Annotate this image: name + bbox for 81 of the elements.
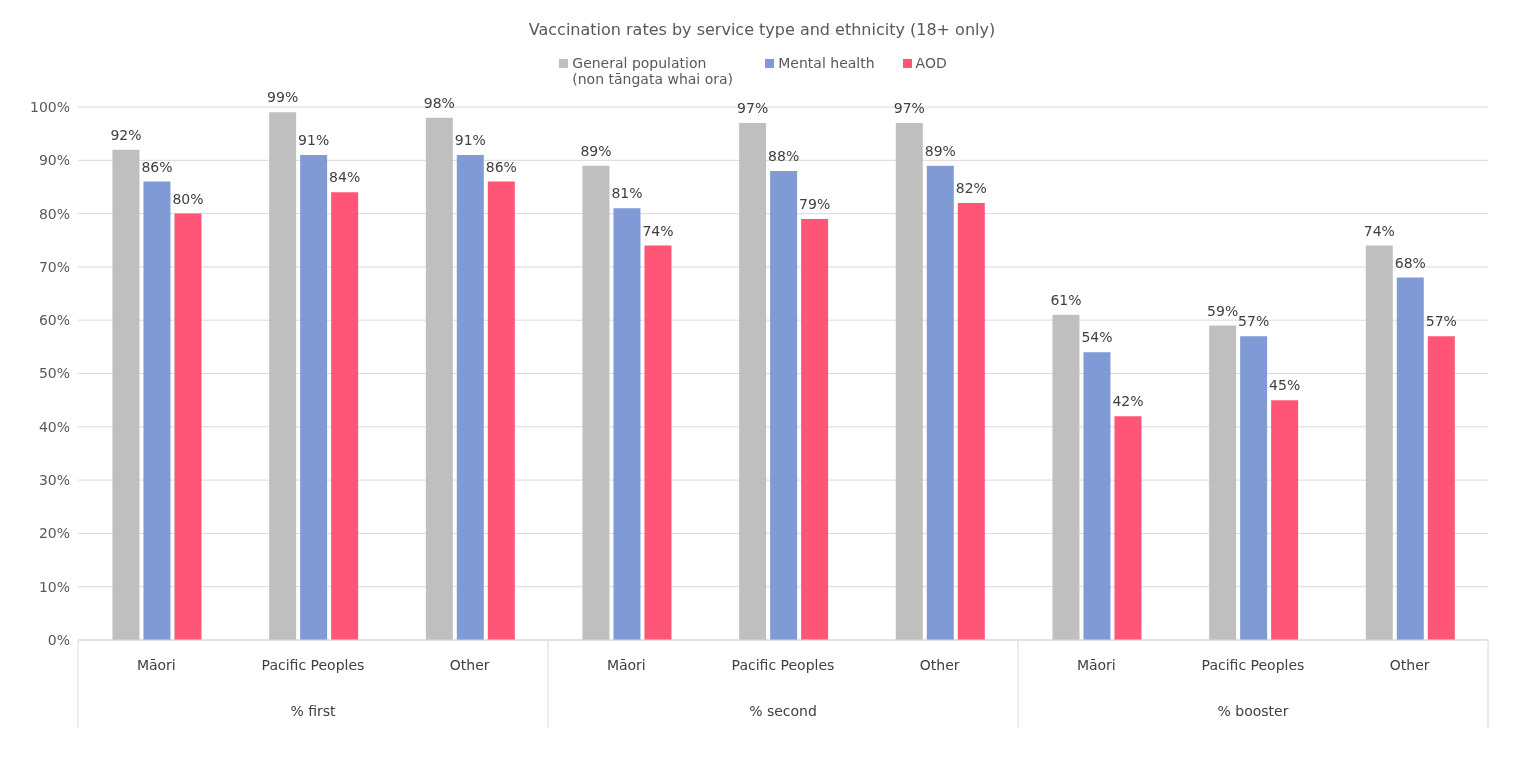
x-tick-label: Other	[919, 657, 960, 673]
bar	[926, 165, 954, 640]
bar	[269, 112, 297, 640]
data-label: 74%	[642, 222, 674, 239]
bar	[1114, 416, 1142, 640]
bar	[1209, 325, 1237, 640]
y-tick-label: 10%	[38, 578, 70, 595]
data-label: 42%	[1112, 393, 1144, 410]
bar	[644, 245, 672, 640]
data-label: 91%	[298, 131, 330, 148]
bar	[143, 181, 171, 640]
data-label: 82%	[955, 179, 987, 196]
y-tick-label: 60%	[38, 312, 70, 329]
text: % second	[749, 703, 817, 719]
data-label: 81%	[611, 185, 643, 202]
data-label: 79%	[799, 195, 831, 212]
bar	[582, 165, 610, 640]
y-tick-label: 100%	[29, 98, 70, 115]
data-label: 97%	[737, 99, 769, 116]
bar	[300, 154, 328, 640]
bar	[1052, 314, 1080, 640]
data-label: 89%	[924, 142, 956, 159]
legend-label: AOD	[915, 55, 947, 71]
x-tick-label: Pacific Peoples	[731, 657, 835, 673]
data-label: 92%	[110, 126, 142, 143]
bar	[1271, 400, 1299, 640]
data-label: 74%	[1363, 222, 1395, 239]
data-label: 86%	[141, 158, 173, 175]
bar	[174, 213, 202, 640]
data-label: 99%	[267, 89, 299, 106]
data-label: 88%	[768, 147, 800, 164]
data-label: 57%	[1238, 313, 1270, 330]
x-tick-label: Māori	[606, 657, 646, 673]
bar	[770, 170, 798, 640]
data-label: 57%	[1425, 313, 1457, 330]
bar	[1427, 336, 1455, 640]
x-tick-label: Māori	[1076, 657, 1116, 673]
text: % booster	[1217, 703, 1289, 719]
bar	[425, 117, 453, 640]
data-label: 89%	[580, 142, 612, 159]
data-label: 84%	[329, 169, 361, 186]
data-label: 91%	[454, 131, 486, 148]
data-label: 45%	[1269, 377, 1301, 394]
x-tick-label: Other	[449, 657, 490, 673]
data-label: 86%	[485, 158, 517, 175]
x-tick-label: Pacific Peoples	[1201, 657, 1305, 673]
chart-title: Vaccination rates by service type and ethnicity (18+ only)	[527, 19, 997, 41]
y-tick-label: 0%	[47, 631, 70, 648]
x-tick-label: Other	[1389, 657, 1430, 673]
y-tick-label: 50%	[38, 365, 70, 382]
y-tick-label: 80%	[38, 205, 70, 222]
data-label: 97%	[893, 99, 925, 116]
bar	[112, 149, 140, 640]
bar	[1396, 277, 1424, 640]
data-label: 54%	[1081, 329, 1113, 346]
bar	[1365, 245, 1393, 640]
bar	[801, 218, 829, 640]
legend-label: General population (non tāngata whai ora)	[572, 55, 735, 87]
data-label: 61%	[1050, 291, 1082, 308]
data-label: 98%	[423, 94, 455, 111]
x-tick-label: Pacific Peoples	[261, 657, 365, 673]
y-tick-label: 90%	[38, 152, 70, 169]
y-tick-label: 40%	[38, 418, 70, 435]
y-tick-label: 70%	[38, 258, 70, 275]
bar	[957, 202, 985, 640]
legend-label: Mental health	[778, 55, 875, 71]
text: % first	[290, 703, 337, 719]
data-label: 68%	[1394, 254, 1426, 271]
bar	[613, 208, 641, 640]
bar	[1240, 336, 1268, 640]
x-tick-label: Māori	[136, 657, 176, 673]
bar	[331, 192, 359, 640]
bar	[487, 181, 515, 640]
bar	[739, 122, 767, 640]
data-label: 59%	[1207, 302, 1239, 319]
data-label: 80%	[172, 190, 204, 207]
bar	[1083, 352, 1111, 640]
bar	[895, 122, 923, 640]
bar	[456, 154, 484, 640]
y-tick-label: 20%	[38, 525, 70, 542]
y-tick-label: 30%	[38, 472, 70, 489]
